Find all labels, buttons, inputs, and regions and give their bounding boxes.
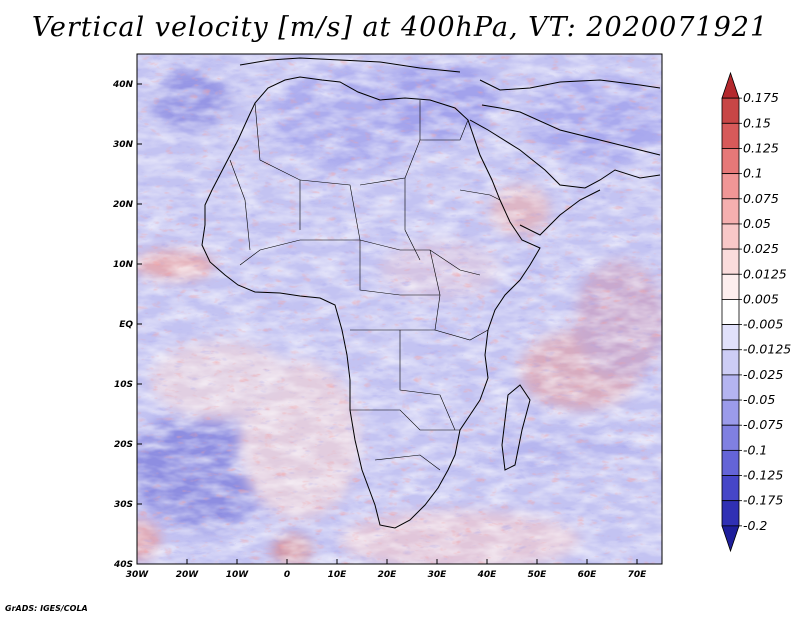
lat-tick-label: 40S: [113, 560, 133, 570]
colorbar-swatch: [721, 273, 740, 300]
colorbar-label: 0.15: [743, 115, 771, 130]
lat-tick-label: 40N: [112, 80, 134, 90]
lon-tick-label: 50E: [528, 570, 548, 580]
lon-tick-label: 20W: [176, 570, 200, 580]
lon-tick-label: 30W: [126, 570, 150, 580]
lon-tick-label: 30E: [428, 570, 448, 580]
colorbar-swatch: [721, 324, 740, 351]
colorbar-label: 0.0125: [743, 266, 787, 281]
colorbar-swatch: [721, 424, 740, 451]
colorbar-swatch: [721, 248, 740, 275]
map-frame: [136, 53, 663, 565]
colorbar-label: -0.005: [743, 317, 783, 332]
longitude-axis: 30W 20W 10W 0 10E 20E 30E 40E 50E 60E 70E: [126, 559, 647, 580]
colorbar-label: -0.0125: [743, 342, 791, 357]
colorbar-swatch: [721, 399, 740, 426]
colorbar-label: -0.1: [743, 442, 767, 457]
lat-tick-label: 10S: [114, 380, 133, 390]
colorbar-label: -0.025: [743, 367, 783, 382]
lon-tick-label: 10W: [226, 570, 250, 580]
colorbar-swatch: [721, 349, 740, 376]
vertical-velocity-field: [137, 54, 662, 564]
colorbar-label: -0.05: [743, 392, 775, 407]
colorbar-swatch: [721, 148, 740, 175]
colorbar-swatch: [721, 173, 740, 200]
colorbar-cap-bottom: [721, 525, 740, 553]
colorbar-label: 0.075: [743, 191, 779, 206]
colorbar-label: 0.025: [743, 241, 779, 256]
colorbar-label: -0.2: [743, 518, 767, 533]
lat-tick-label: 30S: [114, 500, 133, 510]
colorbar-label: -0.175: [743, 493, 783, 508]
lon-tick-label: 10E: [328, 570, 348, 580]
colorbar: 0.175 0.15 0.125 0.1 0.075 0.05 0.025 0.0125 0.0…: [721, 71, 791, 553]
colorbar-label: 0.125: [743, 140, 779, 155]
colorbar-label: -0.125: [743, 468, 783, 483]
credit-label: GrADS: IGES/COLA: [5, 604, 88, 613]
colorbar-swatch: [721, 122, 740, 149]
colorbar-swatch: [721, 500, 740, 527]
lat-tick-label: 30N: [113, 140, 134, 150]
colorbar-label: -0.075: [743, 417, 783, 432]
colorbar-swatch: [721, 374, 740, 401]
latitude-axis: 40N 30N 20N 10N EQ 10S 20S 30S 40S: [112, 80, 142, 570]
lon-tick-label: 70E: [628, 570, 648, 580]
colorbar-label: 0.1: [743, 166, 763, 181]
lat-tick-label: 20N: [113, 200, 134, 210]
lat-tick-label: EQ: [119, 320, 133, 330]
colorbar-cap-top: [721, 71, 740, 99]
colorbar-label: 0.05: [743, 216, 771, 231]
lon-tick-label: 40E: [477, 570, 498, 580]
colorbar-label: 0.175: [743, 90, 779, 105]
lon-tick-label: 20E: [378, 570, 398, 580]
colorbar-label: 0.005: [743, 291, 779, 306]
map-title: Vertical velocity [m/s] at 400hPa, VT: 2…: [31, 12, 769, 43]
lon-tick-label: 60E: [578, 570, 598, 580]
colorbar-swatch: [721, 299, 740, 325]
colorbar-swatch: [721, 97, 740, 124]
colorbar-swatch: [721, 449, 740, 476]
lat-tick-label: 10N: [113, 260, 134, 270]
lon-tick-label: 0: [284, 570, 290, 580]
colorbar-swatch: [721, 475, 740, 502]
country-borders: [229, 100, 501, 471]
lat-tick-label: 20S: [114, 440, 133, 450]
coastlines: [201, 57, 661, 529]
madagascar-outline: [501, 384, 531, 471]
colorbar-swatch: [721, 198, 740, 225]
colorbar-swatch: [721, 223, 740, 250]
